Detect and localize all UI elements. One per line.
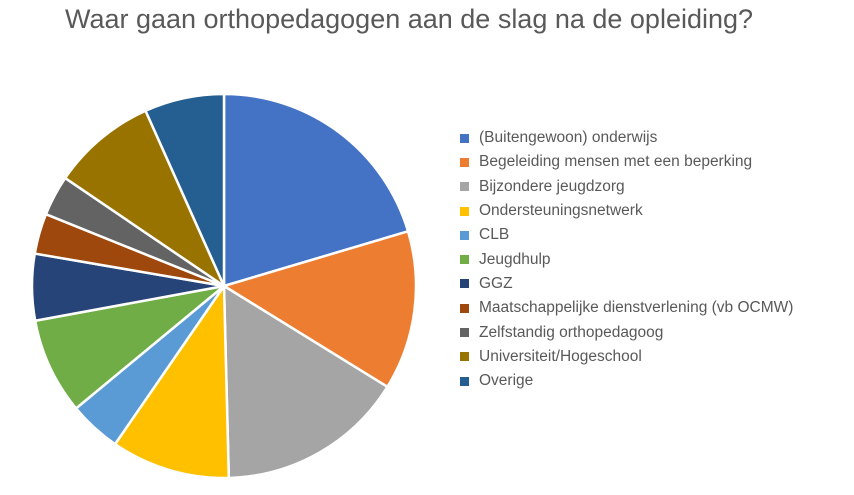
legend-swatch: [460, 255, 469, 265]
legend-item-3: Bijzondere jeugdzorg: [460, 175, 793, 199]
pie-slice-4: [113, 284, 231, 480]
legend-item-1: (Buitengewoon) onderwijs: [460, 126, 793, 150]
legend-label: Begeleiding mensen met een beperking: [479, 153, 753, 171]
legend-swatch: [460, 328, 469, 338]
legend-swatch: [460, 206, 469, 216]
legend-label: Overige: [479, 372, 534, 390]
legend-swatch: [460, 230, 469, 240]
pie-slice-3: [222, 284, 389, 480]
pie-slice-11: [144, 92, 226, 288]
legend-label: CLB: [479, 226, 510, 244]
legend-label: Bijzondere jeugdzorg: [479, 177, 625, 195]
pie-slice-6: [33, 284, 226, 410]
legend-swatch: [460, 376, 469, 386]
legend-item-2: Begeleiding mensen met een beperking: [460, 150, 793, 174]
legend-label: Jeugdhulp: [479, 250, 551, 268]
legend-label: Maatschappelijke dienstverlening (vb OCM…: [479, 299, 794, 317]
legend-label: (Buitengewoon) onderwijs: [479, 129, 658, 147]
legend-item-7: GGZ: [460, 272, 793, 296]
legend-item-10: Universiteit/Hogeschool: [460, 345, 793, 369]
legend-item-6: Jeugdhulp: [460, 247, 793, 271]
legend-swatch: [460, 303, 469, 313]
pie-slice-10: [63, 109, 226, 288]
legend-item-8: Maatschappelijke dienstverlening (vb OCM…: [460, 296, 793, 320]
chart-title: Waar gaan orthopedagogen aan de slag na …: [64, 4, 754, 34]
pie-slice-1: [222, 92, 410, 288]
legend-item-4: Ondersteuningsnetwerk: [460, 199, 793, 223]
legend-swatch: [460, 157, 469, 167]
legend-item-5: CLB: [460, 223, 793, 247]
legend-label: Zelfstandig orthopedagoog: [479, 323, 664, 341]
chart-legend: (Buitengewoon) onderwijs Begeleiding mens…: [460, 126, 793, 393]
legend-label: GGZ: [479, 274, 513, 292]
legend-swatch: [460, 133, 469, 143]
legend-item-9: Zelfstandig orthopedagoog: [460, 320, 793, 344]
legend-swatch: [460, 182, 469, 192]
pie-slice-2: [222, 230, 418, 389]
legend-swatch: [460, 352, 469, 362]
legend-label: Universiteit/Hogeschool: [479, 347, 642, 365]
legend-swatch: [460, 279, 469, 289]
legend-item-11: Overige: [460, 369, 793, 393]
legend-label: Ondersteuningsnetwerk: [479, 202, 643, 220]
